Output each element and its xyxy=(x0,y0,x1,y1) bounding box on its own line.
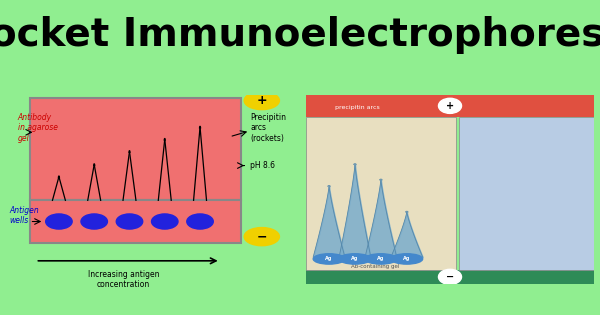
Circle shape xyxy=(439,269,461,284)
Circle shape xyxy=(439,98,461,113)
Text: Increasing antigen
concentration: Increasing antigen concentration xyxy=(88,270,160,289)
Ellipse shape xyxy=(46,214,72,229)
Bar xyxy=(306,94,594,117)
Circle shape xyxy=(244,91,280,110)
Ellipse shape xyxy=(313,254,345,264)
Text: Antigen
wells: Antigen wells xyxy=(9,206,38,225)
Text: Antibody
in agarose
gel: Antibody in agarose gel xyxy=(18,113,58,143)
Text: Ag: Ag xyxy=(352,256,359,261)
Text: Ab-containing gel: Ab-containing gel xyxy=(351,264,400,269)
Ellipse shape xyxy=(391,254,422,264)
Ellipse shape xyxy=(339,254,371,264)
Ellipse shape xyxy=(152,214,178,229)
Circle shape xyxy=(244,227,280,246)
Text: +: + xyxy=(256,94,267,107)
Text: Ag: Ag xyxy=(403,256,410,261)
Bar xyxy=(458,117,594,270)
Text: precipitin arcs: precipitin arcs xyxy=(335,105,380,110)
Text: Precipitin
arcs
(rockets): Precipitin arcs (rockets) xyxy=(250,113,286,143)
Ellipse shape xyxy=(187,214,213,229)
Text: −: − xyxy=(257,230,267,243)
Ellipse shape xyxy=(81,214,107,229)
Text: Rocket Immunoelectrophoresis: Rocket Immunoelectrophoresis xyxy=(0,16,600,54)
Text: +: + xyxy=(446,101,454,111)
Ellipse shape xyxy=(116,214,143,229)
Text: Ag: Ag xyxy=(377,256,385,261)
Text: −: − xyxy=(446,272,454,282)
Bar xyxy=(306,117,456,270)
Ellipse shape xyxy=(365,254,397,264)
Text: Ag: Ag xyxy=(325,256,332,261)
Text: pH 8.6: pH 8.6 xyxy=(250,161,275,170)
Bar xyxy=(29,98,241,200)
Bar xyxy=(29,200,241,243)
Bar xyxy=(306,270,594,284)
